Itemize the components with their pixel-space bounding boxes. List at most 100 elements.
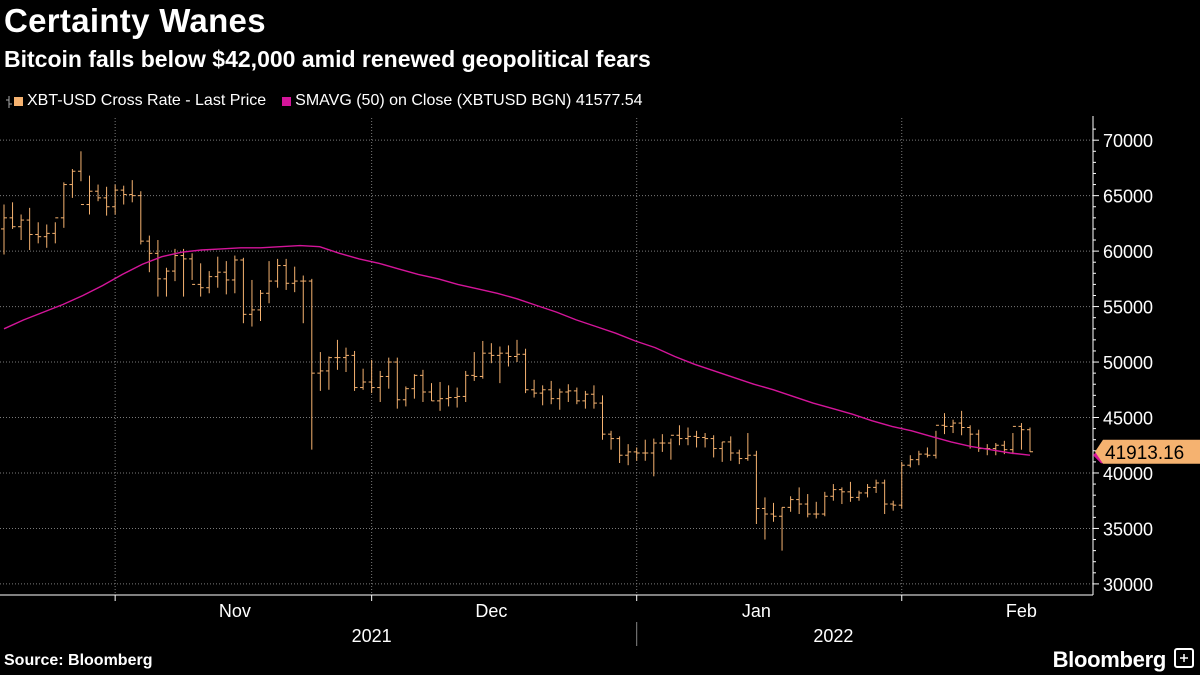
ohlc-bar <box>856 490 862 501</box>
ohlc-bar <box>702 433 709 448</box>
x-tick-label: Feb <box>1006 601 1037 621</box>
y-tick-label: 65000 <box>1103 187 1153 207</box>
ohlc-bar <box>625 444 632 466</box>
legend-label-sma: SMAVG (50) on Close (XBTUSD BGN) <box>295 92 572 109</box>
ohlc-bar <box>274 258 281 288</box>
source-note: Source: Bloomberg <box>4 652 153 669</box>
y-tick-label: 55000 <box>1103 298 1153 318</box>
ohlc-bar <box>43 224 50 248</box>
price-last-tag <box>1095 439 1200 464</box>
sma-polyline <box>3 244 1031 456</box>
ohlc-bar <box>565 384 572 402</box>
ohlc-bar <box>137 191 144 245</box>
ohlc-bar <box>932 424 939 459</box>
y-tick-label: 45000 <box>1103 409 1153 429</box>
ohlc-bar <box>60 182 67 228</box>
y-tick-label: 35000 <box>1103 519 1153 539</box>
ohlc-bar <box>582 390 589 409</box>
ohlc-bar <box>112 184 119 215</box>
grid-lines <box>0 118 1093 595</box>
ohlc-bar <box>197 263 204 297</box>
ohlc-bar <box>821 491 828 517</box>
ohlc-bar <box>838 487 845 505</box>
ohlc-bar <box>394 357 401 409</box>
ohlc-bar <box>343 347 349 373</box>
ohlc-bar <box>531 379 538 398</box>
ohlc-bar <box>1027 427 1033 453</box>
ohlc-bar <box>206 271 213 294</box>
chart-subtitle: Bitcoin falls below $42,000 amid renewed… <box>4 46 651 72</box>
ohlc-bar <box>830 484 837 501</box>
ohlc-bar <box>804 494 811 518</box>
ohlc-bar <box>479 340 486 379</box>
x-tick-label: Jan <box>742 601 771 621</box>
ohlc-bar <box>864 484 871 498</box>
y-tick-label: 30000 <box>1103 575 1153 595</box>
ohlc-bar <box>659 434 666 452</box>
x-tick-label: Dec <box>475 601 507 621</box>
ohlc-bar <box>992 443 999 456</box>
ohlc-bar <box>744 433 751 461</box>
ohlc-bar <box>428 383 435 402</box>
ohlc-bar <box>616 436 623 463</box>
ohlc-bar <box>633 447 640 461</box>
ohlc-bar <box>411 374 418 399</box>
ohlc-bar <box>958 410 965 436</box>
ohlc-bar <box>163 267 170 297</box>
year-label: 2022 <box>813 626 853 646</box>
ohlc-bar <box>898 461 905 509</box>
ohlc-bar <box>1 204 7 255</box>
ohlc-bar <box>779 506 786 551</box>
ohlc-bar <box>573 387 580 405</box>
ohlc-bar <box>402 386 409 407</box>
ohlc-bar <box>608 430 615 450</box>
sma-line <box>3 244 1031 456</box>
ohlc-bar <box>813 501 820 519</box>
ohlc-bar <box>685 427 691 446</box>
ohlc-bar <box>248 279 255 327</box>
ohlc-bar <box>283 258 290 290</box>
y-tick-label: 50000 <box>1103 353 1153 373</box>
ohlc-bar <box>770 502 777 522</box>
ohlc-bar <box>890 500 897 511</box>
y-tick-label: 70000 <box>1103 131 1153 151</box>
ohlc-bar <box>950 419 957 434</box>
axis-labels: 30000 35000 40000 45000 50000 55000 60000 65000… <box>219 131 1200 646</box>
ohlc-bar <box>146 235 153 273</box>
ohlc-bar <box>18 214 25 241</box>
ohlc-bar <box>86 175 93 215</box>
ohlc-bar <box>120 185 127 205</box>
ohlc-bar <box>351 350 358 391</box>
ohlc-bar <box>761 497 768 540</box>
terminal-icon <box>1174 648 1194 668</box>
ohlc-bar <box>300 275 307 324</box>
ohlc-bar <box>419 369 426 402</box>
ohlc-bar <box>488 343 495 364</box>
legend-label-price: XBT-USD Cross Rate - Last Price <box>27 92 267 109</box>
ohlc-bar <box>291 266 298 293</box>
ohlc-bar <box>154 240 161 297</box>
x-tick-label: Nov <box>219 601 251 621</box>
legend: XBT-USD Cross Rate - Last Price SMAVG (5… <box>6 92 659 110</box>
ohlc-bar <box>231 255 238 294</box>
ohlc-bar <box>214 256 221 288</box>
ohlc-bar <box>522 348 529 394</box>
ohlc-bar <box>35 222 42 244</box>
ohlc-bar <box>385 357 392 389</box>
ohlc-bar <box>873 479 880 493</box>
ohlc-bar <box>548 380 555 405</box>
ohlc-bar <box>9 202 16 229</box>
legend-value-sma: 41577.54 <box>575 92 643 109</box>
price-bars <box>1 151 1033 551</box>
ohlc-bar <box>471 352 478 381</box>
ohlc-bar <box>445 385 452 407</box>
ohlc-bar <box>881 479 888 515</box>
ohlc-bar <box>727 436 734 461</box>
ohlc-bar <box>223 261 230 295</box>
ohlc-bar <box>240 257 247 324</box>
ohlc-bar <box>26 207 33 251</box>
ohlc-bar <box>437 382 444 411</box>
ohlc-bar <box>719 441 726 462</box>
ohlc-bar <box>915 450 922 466</box>
ohlc-bar <box>257 289 264 322</box>
